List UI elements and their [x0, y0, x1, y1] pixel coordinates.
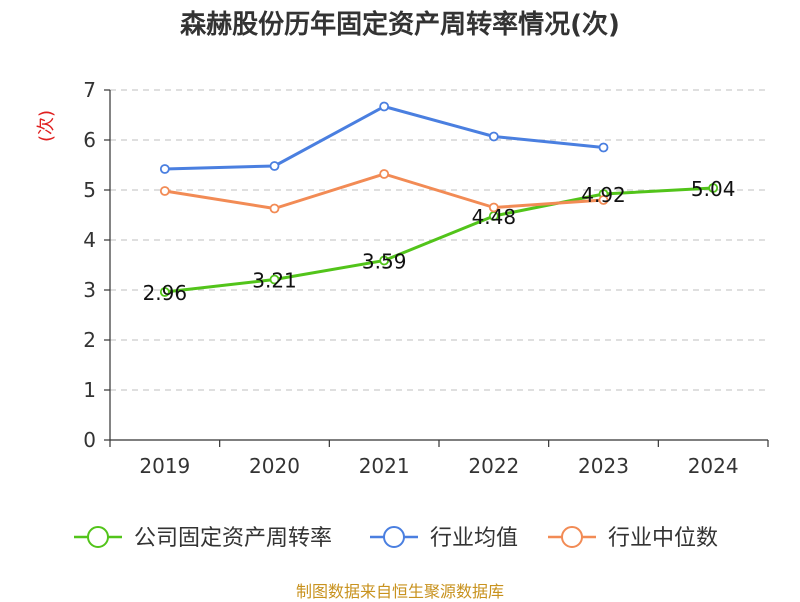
- x-tick-label: 2022: [468, 454, 519, 478]
- data-point: [379, 101, 390, 112]
- data-label: 4.48: [472, 205, 517, 229]
- data-label: 5.04: [691, 177, 736, 201]
- legend-item: 行业均值: [370, 526, 518, 551]
- legend-label: 行业均值: [430, 526, 518, 551]
- y-tick-label: 5: [83, 178, 96, 202]
- legend-marker: [87, 526, 109, 548]
- axes: [109, 90, 768, 441]
- y-tick-label: 4: [83, 228, 96, 252]
- series-line-2: [164, 105, 604, 171]
- y-tick-label: 7: [83, 78, 96, 102]
- data-point: [488, 202, 499, 213]
- series-line-1: [164, 186, 714, 294]
- series-lines: [164, 105, 714, 294]
- data-point: [379, 255, 390, 266]
- legend-marker: [561, 526, 583, 548]
- data-point: [598, 195, 609, 205]
- data-point: [159, 186, 170, 196]
- data-point: [159, 164, 170, 174]
- y-tick-label: 3: [83, 278, 96, 302]
- series-line-3: [164, 172, 604, 210]
- data-point: [598, 142, 609, 153]
- gridlines: [110, 89, 768, 391]
- data-point: [269, 161, 280, 171]
- data-point: [159, 287, 170, 297]
- legend-marker: [383, 526, 405, 548]
- chart-title: 森赫股份历年固定资产周转率情况(次): [180, 10, 620, 40]
- y-tick-label: 1: [83, 378, 96, 402]
- x-tick-label: 2024: [688, 454, 739, 478]
- legend-label: 行业中位数: [608, 526, 718, 551]
- y-tick-label: 2: [83, 328, 96, 352]
- x-tick-label: 2021: [359, 454, 410, 478]
- data-label: 3.21: [252, 269, 297, 293]
- y-tick-label: 0: [83, 428, 96, 452]
- data-point: [488, 131, 499, 142]
- legend-label: 公司固定资产周转率: [134, 526, 332, 551]
- legend-item: 公司固定资产周转率: [74, 526, 332, 551]
- data-label: 3.59: [362, 250, 407, 274]
- data-label: 2.96: [143, 281, 188, 305]
- y-tick-label: 6: [83, 128, 96, 152]
- data-point: [708, 183, 719, 193]
- data-point: [269, 274, 280, 285]
- data-point: [269, 203, 280, 214]
- source-note: 制图数据来自恒生聚源数据库: [295, 582, 504, 601]
- x-tick-label: 2019: [139, 454, 190, 478]
- y-axis-unit-label: (次): [36, 110, 57, 142]
- legend: 公司固定资产周转率 行业均值 行业中位数: [74, 526, 718, 551]
- data-label: 4.92: [581, 183, 626, 207]
- x-tick-label: 2023: [578, 454, 629, 478]
- y-axis-ticks: 0 1 2 3 4 5 6 7: [83, 78, 110, 452]
- data-labels: 2.96 3.21 3.59 4.48 4.92 5.04: [143, 177, 736, 305]
- data-point: [379, 169, 390, 179]
- x-axis-ticks: 2019 2020 2021 2022 2023 2024: [109, 440, 769, 478]
- legend-item: 行业中位数: [548, 526, 718, 551]
- series-points: [159, 101, 719, 297]
- x-tick-label: 2020: [249, 454, 300, 478]
